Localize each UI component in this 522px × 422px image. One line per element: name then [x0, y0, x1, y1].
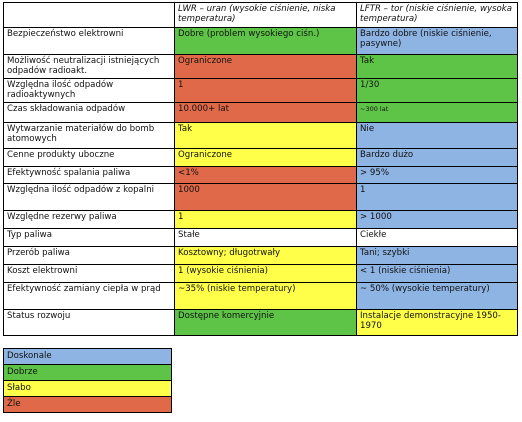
lwr-cell: Tak [174, 122, 357, 149]
table-row: Względna ilość odpadów z kopalni 1000 1 [3, 183, 518, 211]
table-row: Bezpieczeństwo elektrowni Dobre (problem… [3, 27, 518, 55]
lwr-cell: 1 [174, 210, 357, 229]
row-label: Względna ilość odpadów radioaktywnych [3, 78, 175, 103]
lwr-cell: Ograniczone [174, 148, 357, 167]
lftr-cell: > 1000 [356, 210, 518, 229]
lwr-cell: Dobre (problem wysokiego ciśn.) [174, 27, 357, 55]
lftr-cell: Ciekłe [356, 228, 518, 247]
row-label: Przerób paliwa [3, 246, 175, 265]
table-header-row: LWR – uran (wysokie ciśnienie, niska tem… [3, 2, 518, 28]
legend-item-excellent: Doskonale [3, 348, 172, 365]
table-row: Czas składowania odpadów 10.000+ lat ~30… [3, 102, 518, 123]
lftr-cell: < 1 (niskie ciśnienia) [356, 264, 518, 283]
table-row: Koszt elektrowni 1 (wysokie ciśnienia) <… [3, 264, 518, 283]
row-label: Względne rezerwy paliwa [3, 210, 175, 229]
lwr-cell: Dostępne komercyjnie [174, 309, 357, 336]
table-row: Wytwarzanie materiałów do bomb atomowych… [3, 122, 518, 149]
row-label: Koszt elektrowni [3, 264, 175, 283]
lftr-cell: > 95% [356, 166, 518, 184]
lftr-cell: Bardzo dużo [356, 148, 518, 167]
table-row: Cenne produkty uboczne Ograniczone Bardz… [3, 148, 518, 167]
legend-item-weak: Słabo [3, 380, 172, 397]
lwr-cell: 1 [174, 78, 357, 103]
lwr-cell: Stałe [174, 228, 357, 247]
row-label: Cenne produkty uboczne [3, 148, 175, 167]
row-label: Typ paliwa [3, 228, 175, 247]
lwr-cell: Kosztowny; długotrwały [174, 246, 357, 265]
lwr-cell: <1% [174, 166, 357, 184]
header-lwr: LWR – uran (wysokie ciśnienie, niska tem… [174, 2, 357, 28]
row-label: Efektywność spalania paliwa [3, 166, 175, 184]
row-label: Bezpieczeństwo elektrowni [3, 27, 175, 55]
lftr-cell: Tak [356, 54, 518, 79]
lftr-cell: Tani; szybki [356, 246, 518, 265]
lftr-cell: ~ 50% (wysokie temperatury) [356, 282, 518, 310]
table-row: Przerób paliwa Kosztowny; długotrwały Ta… [3, 246, 518, 265]
table-row: Efektywność spalania paliwa <1% > 95% [3, 166, 518, 184]
row-label: Względna ilość odpadów z kopalni [3, 183, 175, 211]
header-corner-cell [3, 2, 175, 28]
lwr-cell: Ograniczone [174, 54, 357, 79]
row-label: Status rozwoju [3, 309, 175, 336]
row-label: Efektywność zamiany ciepła w prąd [3, 282, 175, 310]
table-row: Typ paliwa Stałe Ciekłe [3, 228, 518, 247]
table-row: Możliwość neutralizacji istniejących odp… [3, 54, 518, 79]
lwr-cell: 1 (wysokie ciśnienia) [174, 264, 357, 283]
row-label: Czas składowania odpadów [3, 102, 175, 123]
lftr-cell: 1 [356, 183, 518, 211]
lftr-cell: Instalacje demonstracyjne 1950-1970 [356, 309, 518, 336]
legend-table: Doskonale Dobrze Słabo Źle [3, 348, 172, 413]
table-row: Status rozwoju Dostępne komercyjnie Inst… [3, 309, 518, 336]
table-row: Względna ilość odpadów radioaktywnych 1 … [3, 78, 518, 103]
table-row: Względne rezerwy paliwa 1 > 1000 [3, 210, 518, 229]
lftr-cell: 1/30 [356, 78, 518, 103]
lwr-cell: 10.000+ lat [174, 102, 357, 123]
table-row: Efektywność zamiany ciepła w prąd ~35% (… [3, 282, 518, 310]
legend-item-good: Dobrze [3, 364, 172, 381]
header-lftr: LFTR – tor (niskie ciśnienie, wysoka tem… [356, 2, 518, 28]
lwr-cell: 1000 [174, 183, 357, 211]
comparison-table: LWR – uran (wysokie ciśnienie, niska tem… [3, 2, 518, 336]
lwr-cell: ~35% (niskie temperatury) [174, 282, 357, 310]
lftr-cell: ~300 lat [356, 102, 518, 123]
lftr-cell: Bardzo dobre (niskie ciśnienie, pasywne) [356, 27, 518, 55]
lftr-cell: Nie [356, 122, 518, 149]
legend-item-bad: Źle [3, 396, 172, 413]
row-label: Możliwość neutralizacji istniejących odp… [3, 54, 175, 79]
row-label: Wytwarzanie materiałów do bomb atomowych [3, 122, 175, 149]
